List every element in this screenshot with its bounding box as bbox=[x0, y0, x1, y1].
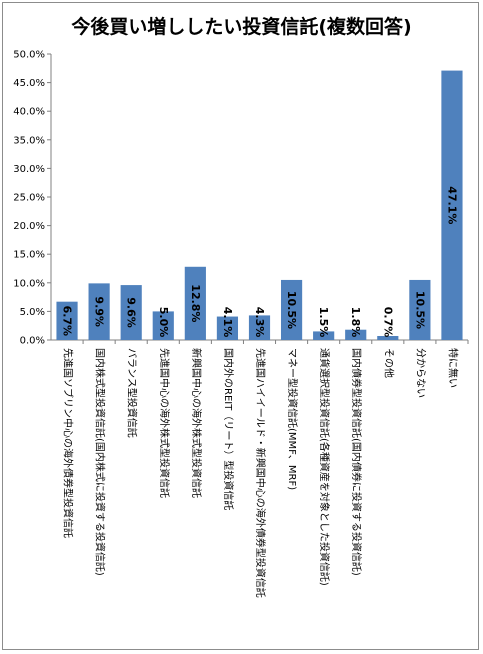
category-label: 先進国中心の海外株式型投資信託 bbox=[158, 348, 171, 498]
bar bbox=[377, 335, 399, 340]
category-label: バランス型投資信託 bbox=[126, 348, 139, 438]
y-tick-label: 25.0% bbox=[13, 193, 45, 204]
y-tick-label: 35.0% bbox=[13, 135, 45, 146]
chart-frame bbox=[2, 2, 479, 650]
bar bbox=[120, 285, 142, 340]
y-tick-label: 50.0% bbox=[13, 50, 45, 61]
data-label: 10.5% bbox=[413, 291, 426, 329]
category-label: 先進国ハイイールド・新興国中心の海外債券型投資信託 bbox=[254, 348, 267, 598]
category-label: 通貨選択型投資信託(各種資産を対象とした投資信託) bbox=[318, 348, 331, 586]
data-label: 1.5% bbox=[317, 307, 330, 338]
y-tick-label: 5.0% bbox=[20, 307, 45, 318]
category-label: マネー型投資信託(MMF、MRF) bbox=[286, 348, 299, 490]
bar bbox=[88, 283, 110, 340]
y-tick-label: 45.0% bbox=[13, 78, 45, 89]
data-label: 4.3% bbox=[253, 307, 266, 338]
category-label: 国内債券型投資信託(国内債券に投資する投資信託) bbox=[350, 348, 363, 576]
bar bbox=[345, 329, 367, 340]
bar bbox=[441, 70, 463, 340]
category-label: 先進国ソブリン中心の海外債券型投資信託 bbox=[62, 348, 75, 538]
bar bbox=[152, 311, 174, 340]
data-label: 0.7% bbox=[381, 307, 394, 338]
category-label: 新興国中心の海外株式型投資信託 bbox=[190, 348, 203, 498]
bar bbox=[409, 279, 431, 340]
chart-title: 今後買い増ししたい投資信託(複数回答) bbox=[71, 16, 412, 38]
data-label: 1.8% bbox=[349, 307, 362, 338]
data-label: 6.7% bbox=[61, 306, 74, 337]
data-label: 9.9% bbox=[93, 296, 106, 327]
y-tick-label: 40.0% bbox=[13, 107, 45, 118]
data-label: 12.8% bbox=[189, 284, 202, 322]
y-tick-label: 15.0% bbox=[13, 250, 45, 261]
bar bbox=[280, 279, 303, 340]
bar bbox=[56, 301, 78, 340]
data-label: 47.1% bbox=[445, 186, 458, 224]
bar bbox=[184, 266, 206, 340]
y-tick-label: 20.0% bbox=[13, 221, 45, 232]
data-label: 5.0% bbox=[157, 307, 170, 338]
bar bbox=[313, 331, 335, 340]
category-label: その他 bbox=[382, 348, 395, 378]
bar bbox=[216, 316, 239, 340]
y-tick-label: 10.0% bbox=[13, 278, 45, 289]
data-label: 4.1% bbox=[221, 307, 234, 338]
data-label: 10.5% bbox=[285, 291, 298, 329]
bar bbox=[248, 315, 271, 340]
y-tick-label: 0.0% bbox=[20, 336, 45, 347]
data-label: 9.6% bbox=[125, 297, 138, 328]
category-label: 分からない bbox=[414, 348, 426, 398]
y-tick-label: 30.0% bbox=[13, 164, 45, 175]
category-label: 国内株式型投資信託(国内株式に投資する投資信託) bbox=[94, 348, 107, 576]
category-label: 国内外のREIT（リート）型投資信託 bbox=[222, 348, 235, 510]
category-label: 特に無い bbox=[446, 348, 459, 388]
